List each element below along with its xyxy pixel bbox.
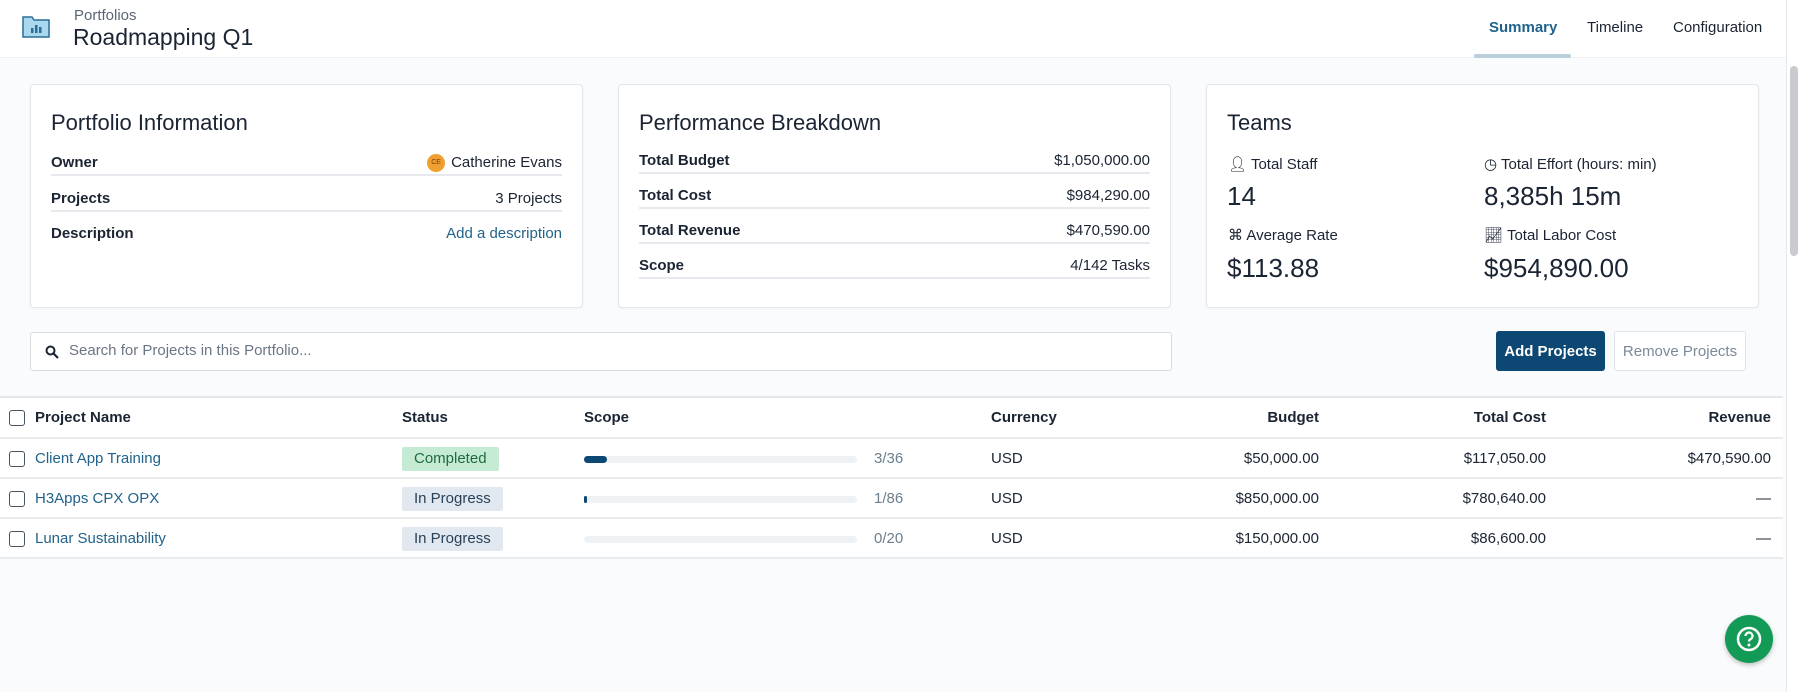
add-description-link[interactable]: Add a description xyxy=(446,225,562,242)
currency: USD xyxy=(991,450,1023,467)
table-row: Lunar Sustainability In Progress 0/20 US… xyxy=(0,519,1783,559)
total-effort-label: Total Effort (hours: min) xyxy=(1501,156,1657,173)
project-search[interactable] xyxy=(30,332,1172,371)
projects-row: Projects 3 Projects xyxy=(51,186,562,212)
scrollbar-thumb[interactable] xyxy=(1790,66,1798,256)
card-title: Portfolio Information xyxy=(51,110,248,135)
average-rate-value: $113.88 xyxy=(1227,253,1320,283)
add-projects-button[interactable]: Add Projects xyxy=(1496,331,1605,371)
owner-label: Owner xyxy=(51,154,98,171)
page-title: Roadmapping Q1 xyxy=(73,24,254,50)
description-row: Description Add a description xyxy=(51,221,562,247)
portfolio-folder-icon xyxy=(22,16,50,38)
tab-configuration[interactable]: Configuration xyxy=(1673,19,1763,36)
header-revenue[interactable]: Revenue xyxy=(1708,409,1771,426)
performance-breakdown-card: Performance Breakdown Total Budget $1,050… xyxy=(618,84,1171,308)
total-revenue-row: Total Revenue $470,590.00 xyxy=(639,218,1150,244)
line-chart-icon: 📈︎ xyxy=(1484,227,1504,244)
row-checkbox[interactable] xyxy=(9,491,25,507)
teams-card: Teams 👤︎ Total Staff 14 ◷ Total Effort (… xyxy=(1206,84,1759,308)
total-cost: $86,600.00 xyxy=(1470,530,1546,547)
help-button[interactable] xyxy=(1725,615,1773,663)
revenue: — xyxy=(1756,530,1771,547)
scope-progress-bar xyxy=(584,496,857,503)
total-labor-cost-label: Total Labor Cost xyxy=(1506,227,1617,244)
currency: USD xyxy=(991,490,1023,507)
owner-avatar: CE xyxy=(427,154,446,173)
page-header: Portfolios Roadmapping Q1 Summary Timeli… xyxy=(0,0,1786,58)
owner-name[interactable]: Catherine Evans xyxy=(451,154,562,171)
total-cost: $117,050.00 xyxy=(1463,450,1546,467)
project-name-link[interactable]: Lunar Sustainability xyxy=(35,530,166,547)
row-value: $1,050,000.00 xyxy=(1054,152,1150,169)
header-status[interactable]: Status xyxy=(402,409,448,426)
revenue: — xyxy=(1756,490,1771,507)
scope-progress-bar xyxy=(584,456,857,463)
total-budget-row: Total Budget $1,050,000.00 xyxy=(639,148,1150,174)
total-labor-cost-value: $954,890.00 xyxy=(1484,253,1629,283)
scope-progress-bar xyxy=(584,536,857,543)
search-icon xyxy=(45,345,59,359)
row-value: $470,590.00 xyxy=(1066,222,1150,239)
total-cost-row: Total Cost $984,290.00 xyxy=(639,183,1150,209)
row-label: Total Budget xyxy=(639,152,730,169)
project-name-link[interactable]: Client App Training xyxy=(35,450,161,467)
breadcrumb-portfolios[interactable]: Portfolios xyxy=(74,7,137,24)
tab-timeline[interactable]: Timeline xyxy=(1587,19,1644,36)
portfolio-information-card: Portfolio Information Owner CE Catherine … xyxy=(30,84,583,308)
row-label: Total Cost xyxy=(639,187,712,204)
total-cost: $780,640.00 xyxy=(1462,490,1546,507)
scope-progress-fill xyxy=(584,496,588,503)
row-value: 4/142 Tasks xyxy=(1070,257,1150,274)
scope-count: 3/36 xyxy=(874,450,904,467)
header-scope[interactable]: Scope xyxy=(584,409,630,426)
projects-label: Projects xyxy=(51,190,111,207)
projects-table: Project Name Status Scope Currency Budge… xyxy=(0,396,1783,559)
row-checkbox[interactable] xyxy=(9,531,25,547)
question-icon xyxy=(1736,626,1762,652)
status-badge: Completed xyxy=(402,447,499,471)
search-input[interactable] xyxy=(69,342,1149,359)
table-row: H3Apps CPX OPX In Progress 1/86 USD $850… xyxy=(0,479,1783,519)
header-currency[interactable]: Currency xyxy=(991,409,1057,426)
owner-row: Owner CE Catherine Evans xyxy=(51,150,562,176)
table-header: Project Name Status Scope Currency Budge… xyxy=(0,398,1783,439)
currency: USD xyxy=(991,530,1023,547)
active-tab-indicator xyxy=(1474,54,1571,58)
header-budget[interactable]: Budget xyxy=(1267,409,1319,426)
table-row: Client App Training Completed 3/36 USD $… xyxy=(0,439,1783,479)
scope-row: Scope 4/142 Tasks xyxy=(639,253,1150,279)
card-title: Teams xyxy=(1227,110,1292,135)
budget: $50,000.00 xyxy=(1243,450,1319,467)
scope-progress-fill xyxy=(584,456,607,463)
projects-value: 3 Projects xyxy=(495,190,562,207)
budget: $850,000.00 xyxy=(1235,490,1319,507)
header-project-name[interactable]: Project Name xyxy=(35,409,131,426)
row-checkbox[interactable] xyxy=(9,451,25,467)
row-label: Total Revenue xyxy=(639,222,741,239)
rate-icon: ⌘ xyxy=(1228,227,1243,244)
status-badge: In Progress xyxy=(402,527,503,551)
average-rate-label: Average Rate xyxy=(1246,227,1338,244)
row-value: $984,290.00 xyxy=(1066,187,1150,204)
total-staff-label: Total Staff xyxy=(1250,156,1318,173)
remove-projects-button[interactable]: Remove Projects xyxy=(1614,331,1746,371)
row-label: Scope xyxy=(639,257,685,274)
total-effort-value: 8,385h 15m xyxy=(1484,181,1622,211)
tab-summary[interactable]: Summary xyxy=(1489,19,1558,36)
description-label: Description xyxy=(51,225,134,242)
card-title: Performance Breakdown xyxy=(639,110,882,135)
scope-count: 1/86 xyxy=(874,490,904,507)
select-all-checkbox[interactable] xyxy=(9,410,25,426)
total-staff-value: 14 xyxy=(1227,181,1256,211)
project-name-link[interactable]: H3Apps CPX OPX xyxy=(35,490,160,507)
revenue: $470,590.00 xyxy=(1687,450,1771,467)
budget: $150,000.00 xyxy=(1235,530,1319,547)
person-icon: 👤︎ xyxy=(1228,156,1248,173)
header-total-cost[interactable]: Total Cost xyxy=(1473,409,1546,426)
scope-count: 0/20 xyxy=(874,530,904,547)
clock-icon: ◷ xyxy=(1484,156,1498,173)
status-badge: In Progress xyxy=(402,487,503,511)
